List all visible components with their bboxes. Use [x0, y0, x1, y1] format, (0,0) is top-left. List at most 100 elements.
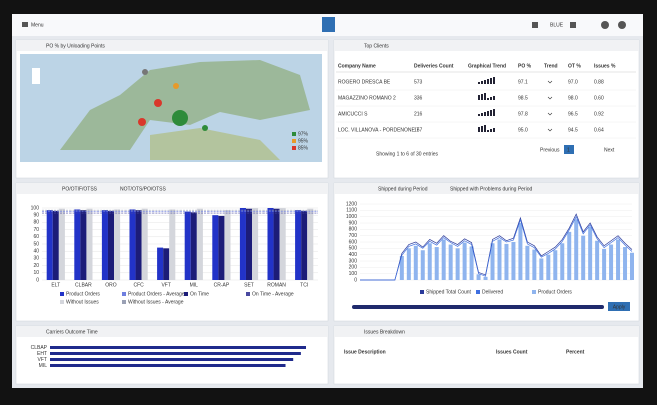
x-tick-label: MIL — [190, 282, 199, 288]
bar — [190, 212, 197, 280]
sparkline-bar — [481, 126, 483, 132]
map-marker[interactable] — [202, 125, 208, 131]
page-button[interactable]: Previous — [540, 147, 560, 153]
legend-label: Product Orders - Average — [128, 291, 185, 297]
legend-label: Without Issues - Average — [128, 299, 184, 305]
sparkline-bar — [481, 113, 483, 116]
map-marker[interactable] — [154, 99, 162, 107]
legend-swatch — [476, 290, 480, 294]
y-tick-label: 100 — [349, 271, 358, 277]
sparkline-bar — [487, 111, 489, 116]
bar — [184, 211, 191, 280]
page-active[interactable] — [564, 145, 574, 154]
sparkline-bar — [478, 82, 480, 84]
table-cell: 97.1 — [518, 79, 528, 85]
legend-swatch — [292, 132, 296, 136]
table-cell: 336 — [414, 95, 423, 101]
apply-label[interactable]: Apply — [613, 304, 626, 310]
bar — [420, 250, 425, 280]
table-header: OT % — [568, 63, 581, 69]
table-cell: 95.0 — [518, 127, 528, 133]
menu-icon[interactable] — [22, 22, 28, 27]
legend-swatch — [292, 139, 296, 143]
legend-label: On Time — [190, 291, 209, 297]
zoom-control[interactable] — [32, 68, 40, 84]
power-icon[interactable] — [618, 21, 626, 29]
bar — [58, 208, 65, 280]
tab-active[interactable]: PO/OTIF/OTSS — [62, 186, 98, 192]
bar — [252, 208, 259, 280]
sparkline-bar — [487, 98, 489, 100]
y-tick-label: 60 — [33, 234, 39, 240]
legend-label: 97% — [298, 131, 309, 137]
sparkline-bar — [490, 110, 492, 116]
tab[interactable]: Shipped with Problems during Period — [450, 186, 532, 192]
panel-header — [334, 183, 639, 194]
bar — [273, 208, 280, 280]
page-button[interactable]: 1 — [567, 147, 570, 153]
bar — [574, 219, 579, 280]
bar — [218, 215, 225, 280]
bar — [427, 243, 432, 280]
y-tick-label: 10 — [33, 270, 39, 276]
land — [60, 60, 310, 150]
bar — [609, 244, 614, 280]
y-tick-label: 1000 — [346, 214, 357, 220]
apply-button[interactable] — [608, 302, 630, 311]
help-icon[interactable] — [601, 21, 609, 29]
map-marker[interactable] — [173, 83, 179, 89]
bar — [239, 208, 246, 280]
bar — [52, 210, 59, 280]
x-tick-label: CLBAR — [75, 282, 92, 288]
tab[interactable]: NOT/OTS/PO/OTSS — [120, 186, 167, 192]
panel — [333, 182, 640, 322]
bar — [50, 352, 301, 355]
legend-swatch — [532, 290, 536, 294]
bar — [267, 208, 274, 280]
y-tick-label: EHT — [37, 351, 47, 357]
y-tick-label: 1100 — [346, 208, 357, 214]
bar — [114, 209, 121, 280]
menu-label[interactable]: Menu — [31, 22, 44, 28]
bar — [525, 245, 530, 280]
bar — [623, 247, 628, 280]
legend-label: Delivered — [482, 289, 503, 295]
x-tick-label: SET — [244, 282, 254, 288]
bar — [595, 240, 600, 280]
panel-header — [16, 326, 328, 337]
bar — [196, 208, 203, 280]
bar — [141, 208, 148, 280]
map-marker[interactable] — [142, 69, 148, 75]
list-icon[interactable] — [532, 22, 538, 28]
legend-swatch — [122, 292, 126, 296]
land — [150, 128, 280, 160]
bar — [504, 243, 509, 280]
bar — [616, 239, 621, 280]
bar — [483, 276, 488, 280]
panel-title: Top Clients — [364, 43, 389, 49]
bar — [490, 243, 495, 280]
bar — [399, 255, 404, 280]
sparkline-bar — [493, 109, 495, 116]
sparkline-bar — [487, 79, 489, 84]
y-tick-label: 900 — [349, 220, 358, 226]
line — [360, 215, 633, 281]
table-cell: 0.60 — [594, 95, 604, 101]
map-marker[interactable] — [172, 110, 188, 126]
page-button[interactable]: Next — [604, 147, 615, 153]
user-name[interactable]: BLUE — [550, 22, 564, 28]
sparkline-bar — [493, 128, 495, 132]
map-marker[interactable] — [138, 118, 146, 126]
tab-active[interactable]: Shipped during Period — [378, 186, 428, 192]
y-tick-label: 0 — [354, 277, 357, 283]
legend-swatch — [420, 290, 424, 294]
y-tick-label: 80 — [33, 220, 39, 226]
grid-icon[interactable] — [570, 22, 576, 28]
range-slider[interactable] — [352, 305, 604, 309]
y-tick-label: 20 — [33, 263, 39, 269]
y-tick-label: 40 — [33, 249, 39, 255]
y-tick-label: CLBAP — [31, 345, 48, 351]
bar — [434, 247, 439, 280]
table-cell: AMICUCCI S — [338, 111, 368, 117]
